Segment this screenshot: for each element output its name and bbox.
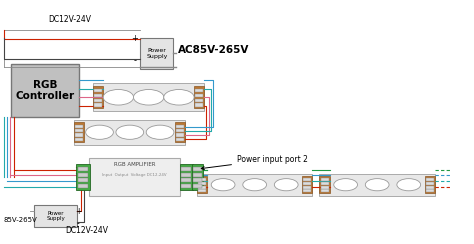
FancyBboxPatch shape	[181, 173, 191, 177]
FancyBboxPatch shape	[193, 184, 201, 188]
FancyBboxPatch shape	[198, 186, 206, 189]
FancyBboxPatch shape	[426, 178, 434, 181]
FancyBboxPatch shape	[74, 120, 185, 145]
Text: +: +	[75, 207, 82, 216]
Circle shape	[274, 179, 298, 191]
FancyBboxPatch shape	[78, 173, 88, 177]
Text: DC12V-24V: DC12V-24V	[48, 15, 91, 24]
Text: Input  Output  Voltage DC12-24V: Input Output Voltage DC12-24V	[102, 173, 167, 177]
FancyBboxPatch shape	[75, 124, 83, 128]
Circle shape	[164, 90, 194, 105]
FancyBboxPatch shape	[181, 178, 191, 182]
FancyBboxPatch shape	[195, 94, 203, 97]
Text: DC12V-24V: DC12V-24V	[65, 226, 108, 235]
Text: Power
Supply: Power Supply	[146, 48, 168, 59]
FancyBboxPatch shape	[193, 178, 201, 182]
FancyBboxPatch shape	[302, 176, 312, 193]
FancyBboxPatch shape	[320, 186, 329, 189]
Circle shape	[146, 125, 174, 139]
FancyBboxPatch shape	[176, 124, 184, 128]
Circle shape	[365, 179, 389, 191]
FancyBboxPatch shape	[426, 190, 434, 192]
FancyBboxPatch shape	[320, 182, 329, 185]
FancyBboxPatch shape	[76, 164, 90, 190]
FancyBboxPatch shape	[35, 205, 77, 227]
FancyBboxPatch shape	[192, 164, 202, 190]
Text: 85V-265V: 85V-265V	[4, 217, 37, 223]
FancyBboxPatch shape	[319, 176, 330, 193]
Text: RGB AMPLIFIER: RGB AMPLIFIER	[114, 162, 155, 167]
FancyBboxPatch shape	[94, 103, 102, 107]
Text: Power input port 2: Power input port 2	[201, 155, 308, 170]
FancyBboxPatch shape	[89, 158, 181, 196]
FancyBboxPatch shape	[425, 176, 435, 193]
Text: RGB
Controller: RGB Controller	[16, 80, 74, 102]
FancyBboxPatch shape	[194, 86, 204, 108]
FancyBboxPatch shape	[75, 133, 83, 137]
FancyBboxPatch shape	[303, 190, 311, 192]
FancyBboxPatch shape	[93, 83, 204, 111]
FancyBboxPatch shape	[320, 178, 329, 181]
Circle shape	[134, 90, 164, 105]
FancyBboxPatch shape	[74, 122, 84, 142]
FancyBboxPatch shape	[303, 182, 311, 185]
FancyBboxPatch shape	[75, 138, 83, 141]
FancyBboxPatch shape	[78, 167, 88, 171]
Circle shape	[243, 179, 266, 191]
FancyBboxPatch shape	[198, 178, 206, 181]
Text: -: -	[133, 56, 136, 65]
Text: -: -	[77, 219, 80, 228]
FancyBboxPatch shape	[181, 167, 191, 171]
FancyBboxPatch shape	[198, 182, 206, 185]
FancyBboxPatch shape	[193, 173, 201, 177]
FancyBboxPatch shape	[75, 129, 83, 132]
FancyBboxPatch shape	[176, 129, 184, 132]
FancyBboxPatch shape	[181, 184, 191, 188]
FancyBboxPatch shape	[176, 133, 184, 137]
Circle shape	[334, 179, 357, 191]
Text: Power
Supply: Power Supply	[46, 211, 65, 222]
Text: +: +	[131, 34, 138, 43]
FancyBboxPatch shape	[320, 190, 329, 192]
FancyBboxPatch shape	[176, 138, 184, 141]
FancyBboxPatch shape	[198, 190, 206, 192]
FancyBboxPatch shape	[140, 38, 173, 69]
FancyBboxPatch shape	[195, 99, 203, 102]
FancyBboxPatch shape	[197, 174, 312, 196]
Circle shape	[211, 179, 235, 191]
FancyBboxPatch shape	[94, 99, 102, 102]
FancyBboxPatch shape	[78, 184, 88, 188]
FancyBboxPatch shape	[303, 186, 311, 189]
FancyBboxPatch shape	[319, 174, 435, 196]
FancyBboxPatch shape	[195, 103, 203, 107]
FancyBboxPatch shape	[93, 86, 103, 108]
Text: AC85V-265V: AC85V-265V	[178, 45, 249, 55]
FancyBboxPatch shape	[175, 122, 185, 142]
FancyBboxPatch shape	[303, 178, 311, 181]
FancyBboxPatch shape	[426, 182, 434, 185]
Circle shape	[116, 125, 144, 139]
FancyBboxPatch shape	[11, 64, 79, 117]
FancyBboxPatch shape	[426, 186, 434, 189]
FancyBboxPatch shape	[94, 94, 102, 97]
Circle shape	[397, 179, 420, 191]
FancyBboxPatch shape	[78, 178, 88, 182]
FancyBboxPatch shape	[180, 164, 193, 190]
Circle shape	[86, 125, 113, 139]
FancyBboxPatch shape	[195, 89, 203, 92]
FancyBboxPatch shape	[193, 167, 201, 171]
FancyBboxPatch shape	[197, 176, 207, 193]
FancyBboxPatch shape	[94, 89, 102, 92]
Circle shape	[103, 90, 134, 105]
